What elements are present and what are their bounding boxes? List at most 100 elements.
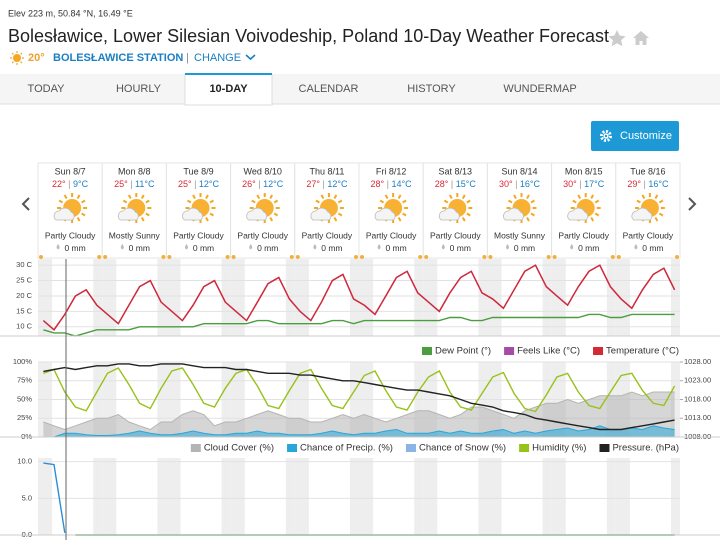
legend-swatch: [405, 444, 416, 452]
high-temp: 25°: [178, 179, 192, 189]
sun-ray: [273, 212, 279, 217]
y-tick-label: 25 C: [16, 276, 32, 285]
sun-ray: [127, 194, 132, 199]
chart: 0.0 5.0 10.0: [0, 457, 720, 539]
sun-dot: [354, 255, 358, 259]
customize-button[interactable]: [591, 121, 679, 151]
weather-icon: [503, 193, 537, 223]
series-line: [43, 363, 675, 431]
precip: 0 mm: [450, 243, 471, 253]
day-label: Sat 8/13: [439, 166, 473, 176]
night-band: [671, 458, 680, 535]
high-temp: 30°: [563, 179, 577, 189]
series-line: [43, 462, 66, 533]
weather-icon: [438, 193, 473, 223]
temp-separator: |: [256, 179, 263, 189]
sun-ray: [402, 212, 407, 217]
night-band: [615, 458, 630, 535]
precip: 0 mm: [514, 243, 535, 253]
low-temp: 17°C: [584, 179, 605, 189]
legend-label: Chance of Precip. (%): [300, 443, 393, 454]
series-line: [43, 313, 675, 337]
legend-label: Chance of Snow (%): [419, 443, 506, 454]
low-temp: 11°C: [135, 179, 155, 189]
night-band: [487, 458, 502, 535]
temps: 28° | 15°C: [435, 179, 477, 189]
weather-icon: [246, 193, 280, 223]
night-band: [221, 458, 231, 535]
customize-label[interactable]: Customize: [620, 130, 672, 142]
cloud: [246, 207, 268, 221]
legend-swatch: [287, 444, 298, 452]
sun-dot: [225, 255, 230, 259]
chart: 0% 25% 50% 75% 100% 1008.00 1013.00 1018.00 1023…: [0, 357, 720, 454]
low-temp: 16°C: [648, 179, 669, 189]
sun-ray: [594, 212, 600, 217]
sun-ray: [81, 199, 86, 204]
change-chevron[interactable]: [245, 54, 256, 61]
cloud: [503, 207, 524, 221]
moon-dot: [295, 255, 300, 259]
home-icon[interactable]: [633, 31, 649, 45]
sun-ray: [76, 194, 81, 199]
gear-icon: [600, 130, 612, 142]
favorite-star[interactable]: [608, 30, 626, 47]
chart: 10 C 15 C 20 C 25 C 30 C Dew Point (°) Feels L…: [0, 259, 720, 357]
weather-icon: [117, 193, 152, 223]
page-title: Bolesławice, Lower Silesian Voivodeship,…: [8, 26, 609, 46]
night-band: [294, 259, 309, 336]
night-band: [551, 458, 566, 535]
drop-icon: [120, 244, 124, 250]
y-tick-label: 15 C: [16, 306, 32, 315]
cloud: [53, 207, 75, 221]
temps: 29° | 16°C: [627, 179, 669, 189]
cloud: [438, 207, 460, 221]
night-band: [157, 259, 167, 336]
legend-swatch: [504, 347, 515, 355]
station-name[interactable]: BOLESŁAWICE STATION: [53, 52, 183, 64]
night-band: [166, 458, 181, 535]
sun-ray: [526, 194, 530, 199]
night-band: [38, 259, 53, 336]
active-tab-marker: [185, 73, 272, 75]
temps: 22° | 9°C: [52, 179, 89, 189]
moon-dot: [616, 255, 621, 259]
tab[interactable]: HISTORY: [407, 83, 456, 95]
sun-dot: [675, 255, 679, 259]
night-band: [230, 458, 245, 535]
night-band: [359, 458, 374, 535]
sun-ray: [590, 194, 595, 199]
tab[interactable]: HOURLY: [116, 83, 162, 95]
tab[interactable]: CALENDAR: [299, 83, 359, 95]
tab[interactable]: 10-DAY: [209, 83, 248, 95]
sun-ray: [58, 199, 64, 204]
sun-ray: [63, 194, 68, 199]
change-link[interactable]: CHANGE: [194, 52, 241, 64]
day-label: Thu 8/11: [309, 166, 344, 176]
condition: Mostly Sunny: [109, 230, 161, 240]
sun-dot: [97, 255, 102, 259]
cloud: [631, 207, 653, 221]
precip: 0 mm: [642, 243, 663, 253]
temp-separator: |: [66, 179, 73, 189]
sun-ray: [269, 194, 274, 199]
next-arrow[interactable]: [688, 197, 697, 211]
temp-separator: |: [128, 179, 135, 189]
temp-separator: |: [513, 179, 520, 189]
low-temp: 14°C: [392, 179, 413, 189]
day-label: Sun 8/7: [55, 166, 86, 176]
drop-icon: [249, 244, 253, 250]
weather-icon: [182, 193, 216, 223]
high-temp: 30°: [499, 179, 513, 189]
night-band: [414, 259, 424, 336]
sun-ray: [205, 194, 209, 199]
high-temp: 26°: [242, 179, 256, 189]
temp-separator: |: [577, 179, 584, 189]
temps: 26° | 12°C: [242, 179, 284, 189]
prev-arrow[interactable]: [21, 197, 30, 211]
legend-label: Cloud Cover (%): [204, 443, 274, 454]
sun-ray: [187, 199, 192, 204]
tab[interactable]: WUNDERMAP: [503, 83, 576, 95]
night-band: [93, 458, 103, 535]
tab[interactable]: TODAY: [28, 83, 66, 95]
